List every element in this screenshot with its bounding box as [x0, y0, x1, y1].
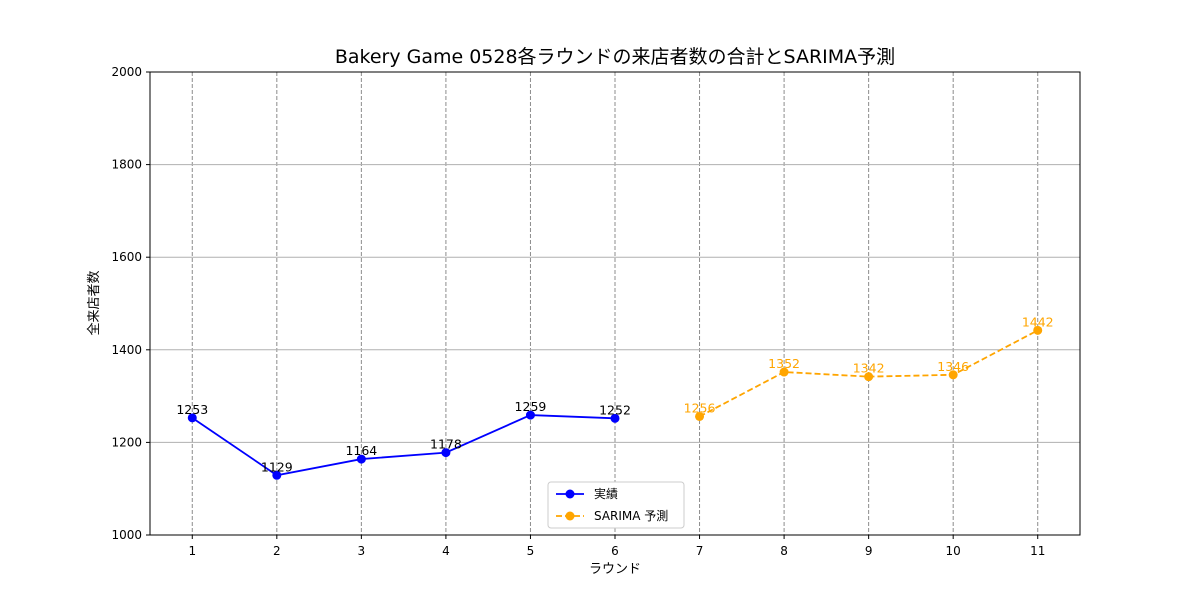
- series-1-data-label: 1164: [345, 443, 377, 458]
- legend-swatch-marker: [565, 489, 575, 499]
- x-tick-label: 9: [865, 544, 873, 558]
- x-axis-label: ラウンド: [589, 562, 641, 577]
- series-2-point: [1033, 325, 1043, 335]
- series-2-data-label: 1342: [853, 361, 885, 376]
- x-tick-label: 11: [1030, 544, 1045, 558]
- x-tick-label: 7: [696, 544, 704, 558]
- legend: 実績 SARIMA 予測: [547, 481, 685, 529]
- x-tick-label: 1: [188, 544, 196, 558]
- series-layer: [187, 325, 1043, 480]
- series-line-1: [191, 414, 616, 477]
- y-axis-label: 全来店者数: [86, 270, 102, 335]
- x-tick-label: 8: [780, 544, 788, 558]
- axes: 1 2 3 4 5 6 7 8 9 10 11 1000 1200 1400 1600 1800 2000: [111, 65, 1081, 558]
- series-1-point: [610, 413, 620, 423]
- x-tick-label: 6: [611, 544, 619, 558]
- x-tick-label: 5: [527, 544, 535, 558]
- y-tick-label: 2000: [111, 65, 142, 79]
- data-labels: 1253 1129 1164 1178 1259 1252 1256 1352 1342 1346…: [176, 314, 1053, 474]
- series-2-data-label: 1346: [937, 359, 969, 374]
- x-tick-label: 2: [273, 544, 281, 558]
- y-tick-label: 1600: [111, 250, 142, 264]
- series-1-data-label: 1252: [599, 402, 631, 417]
- series-1-point: [441, 448, 451, 458]
- series-1-data-label: 1259: [515, 399, 547, 414]
- series-1-point: [272, 470, 282, 480]
- x-tick-label: 10: [946, 544, 961, 558]
- series-1-point: [187, 413, 197, 423]
- series-1-point: [356, 454, 366, 464]
- x-tick-label: 4: [442, 544, 450, 558]
- legend-entry-label: 実績: [594, 486, 618, 501]
- series-2-data-label: 1442: [1022, 314, 1054, 329]
- y-tick-label: 1400: [111, 343, 142, 357]
- y-tick-label: 1200: [111, 435, 142, 449]
- y-tick-label: 1800: [111, 158, 142, 172]
- chart-title: Bakery Game 0528各ラウンドの来店者数の合計とSARIMA予測: [335, 46, 895, 68]
- x-tick-label: 3: [358, 544, 366, 558]
- series-2-point: [779, 367, 789, 377]
- series-1-data-label: 1129: [261, 459, 293, 474]
- series-2-data-label: 1256: [684, 400, 716, 415]
- series-1-data-label: 1253: [176, 402, 208, 417]
- series-2-data-label: 1352: [768, 356, 800, 371]
- series-1-point: [525, 410, 535, 420]
- series-2-point: [864, 372, 874, 382]
- series-1-data-label: 1178: [430, 437, 462, 452]
- y-tick-label: 1000: [111, 528, 142, 542]
- series-2-point: [948, 370, 958, 380]
- series-2-point: [695, 411, 705, 421]
- legend-swatch-marker: [565, 511, 575, 521]
- legend-entry-label: SARIMA 予測: [594, 509, 668, 523]
